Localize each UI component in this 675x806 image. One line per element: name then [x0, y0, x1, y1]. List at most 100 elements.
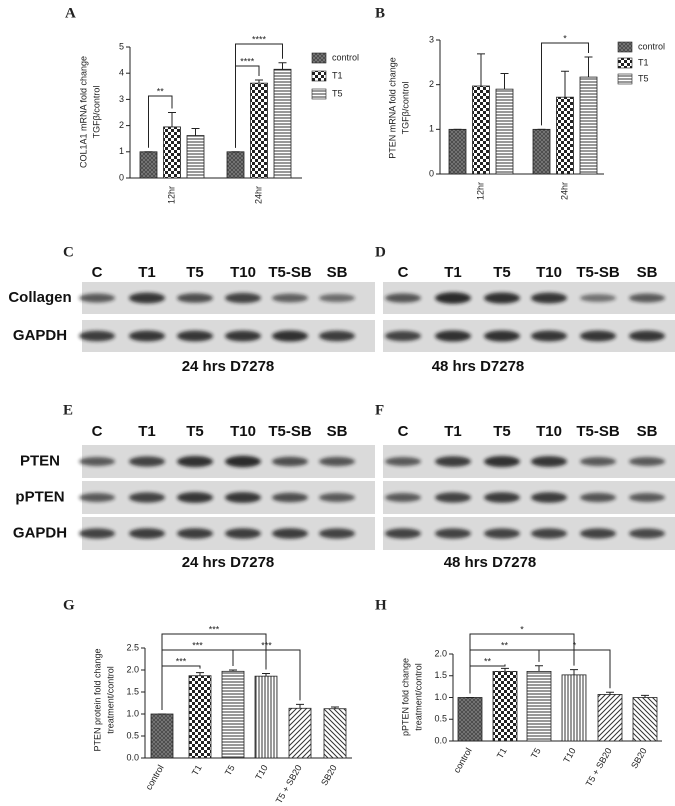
legend-swatch	[311, 52, 327, 64]
bar	[561, 674, 587, 742]
lane-label: T5-SB	[268, 423, 312, 440]
x-tick-label: SB20	[629, 746, 649, 770]
y-tick-label: 3	[119, 94, 124, 104]
blot-band	[319, 456, 355, 467]
significance-label: ***	[261, 640, 272, 650]
x-tick-label: T10	[561, 746, 577, 764]
legend-swatch	[617, 73, 633, 85]
blot-band	[580, 457, 616, 466]
panel-label: H	[375, 597, 387, 613]
y-axis-label: PTEN protein fold change	[92, 648, 102, 751]
blot-band	[319, 528, 355, 539]
blot-band	[272, 330, 308, 342]
significance-label: **	[157, 86, 165, 96]
y-tick-label: 1.0	[434, 692, 447, 702]
bar	[188, 675, 212, 759]
y-tick-label: 2	[429, 79, 434, 89]
bar	[226, 151, 245, 179]
blot-band	[79, 493, 115, 502]
bar	[221, 670, 245, 759]
blot-band	[177, 492, 213, 503]
y-tick-label: 3	[429, 34, 434, 44]
blot-band	[385, 493, 421, 502]
blot-band	[385, 457, 421, 466]
legend-swatch	[617, 41, 633, 53]
error-bar	[229, 669, 237, 672]
lane-label: C	[92, 264, 103, 281]
error-bar	[501, 667, 509, 672]
lane-label: T10	[536, 423, 562, 440]
significance-label: ***	[192, 640, 203, 650]
x-tick-label: T10	[253, 763, 269, 781]
x-tick-label: control	[144, 763, 166, 791]
bar	[288, 707, 312, 759]
significance-label: **	[484, 656, 492, 666]
blot-band	[484, 455, 520, 468]
significance-label: **	[501, 640, 509, 650]
legend-swatch	[311, 70, 327, 82]
y-tick-label: 1.0	[126, 708, 139, 718]
bar	[492, 671, 518, 742]
error-bar	[255, 79, 263, 84]
axes	[144, 648, 352, 759]
blot-band	[225, 292, 261, 304]
y-tick-label: 1	[119, 146, 124, 156]
significance-label: ***	[176, 656, 187, 666]
error-bar	[262, 673, 270, 677]
x-tick-label: control	[452, 746, 474, 774]
lane-label: T5-SB	[576, 423, 620, 440]
significance-label: ****	[240, 56, 255, 66]
legend-label: T5	[638, 73, 649, 83]
y-axis-label: TGFβ/control	[400, 82, 410, 135]
significance-label: *	[563, 33, 567, 43]
panel-label: F	[375, 402, 384, 418]
blot-band	[225, 528, 261, 539]
significance-label: *	[573, 640, 577, 650]
bar	[163, 126, 181, 179]
y-tick-label: 1.5	[434, 670, 447, 680]
blot-band	[385, 330, 421, 342]
y-tick-label: 2.0	[434, 648, 447, 658]
lane-label: T10	[230, 423, 256, 440]
error-bar	[561, 70, 569, 98]
blot-band	[177, 455, 213, 468]
significance-bracket	[538, 649, 611, 689]
y-tick-label: 1	[429, 124, 434, 134]
blot-band	[435, 456, 471, 467]
legend-label: control	[638, 41, 665, 51]
blot-band	[272, 492, 308, 503]
bar	[186, 135, 205, 179]
blot-strip	[383, 517, 675, 550]
y-tick-label: 0.0	[126, 752, 139, 762]
blot-band	[225, 492, 261, 503]
legend-label: control	[332, 52, 359, 62]
error-bar	[641, 694, 649, 698]
bar	[579, 76, 598, 175]
y-axis-label: treatment/control	[105, 666, 115, 734]
legend-swatch	[617, 57, 633, 69]
legend-label: T5	[332, 88, 343, 98]
x-tick-label: 12hr	[166, 186, 176, 204]
x-tick-label: T1	[495, 746, 509, 760]
x-tick-label: 24hr	[559, 182, 569, 200]
x-tick-label: 24hr	[253, 186, 263, 204]
blot-band	[129, 492, 165, 503]
blot-band	[580, 528, 616, 539]
lane-label: SB	[327, 423, 348, 440]
error-bar	[500, 73, 509, 90]
row-label: Collagen	[8, 289, 71, 306]
significance-bracket	[541, 42, 589, 126]
lane-label: T1	[138, 423, 156, 440]
blot-band	[629, 528, 665, 539]
blot-caption: 24 hrs D7278	[182, 554, 275, 571]
lane-label: C	[92, 423, 103, 440]
error-bar	[278, 62, 287, 70]
bar	[323, 708, 347, 759]
legend-label: T1	[638, 57, 649, 67]
y-tick-label: 0	[429, 168, 434, 178]
significance-label: ****	[252, 34, 267, 44]
error-bar	[296, 703, 304, 709]
blot-caption: 48 hrs D7278	[444, 554, 537, 571]
